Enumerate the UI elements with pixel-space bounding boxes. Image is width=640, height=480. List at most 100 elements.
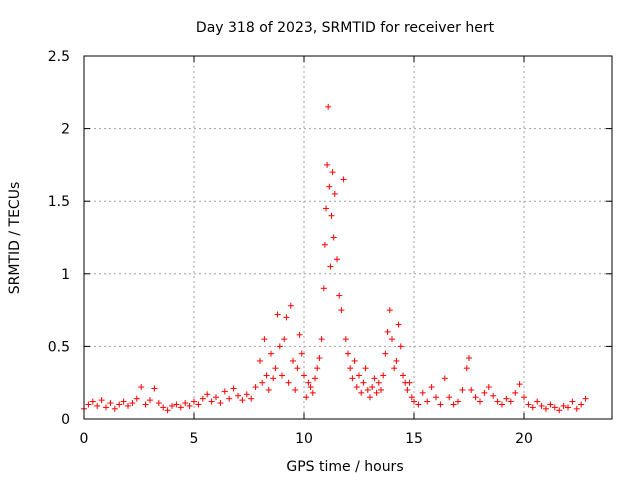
data-point [305, 379, 312, 386]
data-point [573, 405, 580, 412]
data-point [164, 407, 171, 414]
data-point [314, 365, 321, 372]
data-point [371, 375, 378, 382]
data-point [230, 385, 237, 392]
data-point [199, 395, 206, 402]
data-point [177, 404, 184, 411]
data-point [358, 389, 365, 396]
data-point [328, 212, 335, 219]
data-point [173, 401, 180, 408]
data-point [327, 263, 334, 270]
data-point [529, 404, 536, 411]
data-point [433, 394, 439, 401]
data-points [81, 103, 589, 414]
x-tick-label: 10 [295, 431, 313, 447]
data-point [329, 169, 336, 176]
data-point [270, 375, 277, 382]
data-point [338, 307, 345, 314]
data-point [169, 402, 175, 409]
data-point [283, 314, 290, 321]
data-point [133, 395, 140, 402]
data-point [330, 234, 337, 241]
data-point [226, 395, 233, 402]
data-point [85, 401, 92, 408]
data-point [525, 401, 532, 408]
data-point [516, 381, 523, 388]
data-point [279, 372, 285, 379]
data-point [521, 394, 527, 401]
data-point [296, 331, 303, 338]
data-point [186, 402, 193, 409]
data-point [323, 205, 329, 212]
y-tick-label: 2 [61, 122, 70, 138]
grid-lines [84, 56, 612, 419]
data-point [437, 401, 444, 408]
data-point [155, 400, 162, 407]
data-point [321, 241, 328, 248]
data-point [362, 365, 369, 372]
data-point [120, 398, 127, 405]
data-point [367, 394, 373, 401]
data-point [494, 398, 501, 405]
data-point [419, 389, 426, 396]
y-tick-label: 1 [61, 267, 70, 283]
y-tick-label: 0 [61, 412, 70, 428]
data-point [334, 256, 340, 263]
data-point [578, 401, 585, 408]
data-point [103, 404, 109, 411]
data-point [147, 397, 153, 404]
tick-labels: 0 5 10 15 20 0 0.5 1 1.5 2 2.5 [48, 49, 533, 447]
data-point [349, 375, 356, 382]
data-point [243, 391, 250, 398]
data-point [389, 336, 395, 343]
data-point [195, 401, 202, 408]
data-point [556, 407, 563, 414]
data-point [477, 398, 483, 405]
data-point [111, 405, 118, 412]
data-point [384, 328, 391, 335]
data-point [89, 398, 96, 405]
chart-title: Day 318 of 2023, SRMTID for receiver her… [196, 20, 495, 36]
data-point [309, 389, 316, 396]
y-tick-label: 0.5 [48, 339, 70, 355]
data-point [204, 391, 211, 398]
data-point [360, 379, 367, 386]
data-point [268, 350, 274, 357]
data-point [441, 375, 448, 382]
data-point [287, 302, 294, 309]
data-point [325, 103, 332, 110]
data-point [386, 307, 393, 314]
data-point [538, 402, 545, 409]
data-point [503, 395, 510, 402]
data-point [281, 336, 288, 343]
data-point [342, 336, 349, 343]
data-point [294, 365, 301, 372]
data-point [208, 398, 215, 405]
data-point [397, 343, 404, 350]
data-point [129, 400, 136, 407]
plot-frame [83, 55, 613, 420]
data-point [213, 394, 219, 401]
data-point [318, 336, 325, 343]
data-point [463, 365, 470, 372]
data-point [512, 389, 519, 396]
data-point [353, 384, 360, 391]
data-point [263, 372, 270, 379]
data-point [331, 190, 338, 197]
data-point [116, 401, 123, 408]
data-point [380, 372, 387, 379]
data-point [455, 398, 461, 405]
data-point [160, 404, 167, 411]
data-point [364, 386, 371, 393]
data-point [151, 385, 158, 392]
data-point [378, 386, 384, 393]
data-point [265, 386, 272, 393]
data-point [446, 394, 453, 401]
data-point [340, 176, 347, 183]
data-point [415, 401, 422, 408]
data-point [391, 365, 398, 372]
data-point [400, 372, 406, 379]
data-point [191, 398, 197, 405]
data-point [301, 372, 307, 379]
